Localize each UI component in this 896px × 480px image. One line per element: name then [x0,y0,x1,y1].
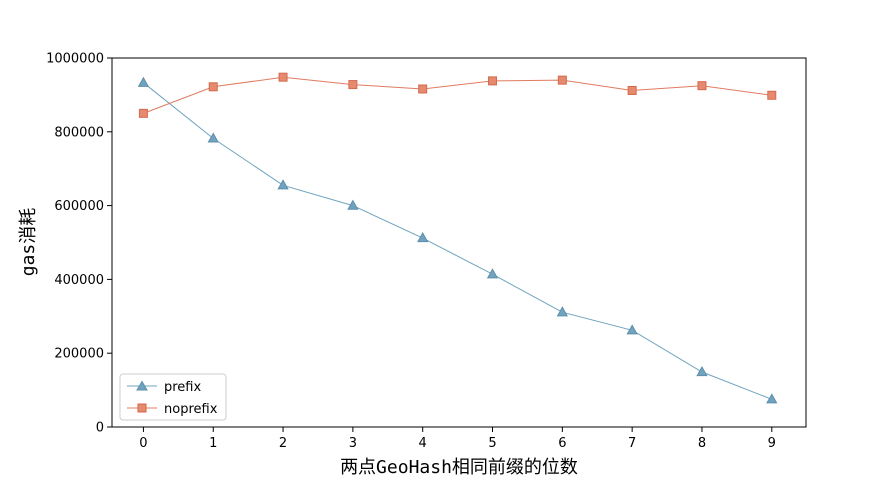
x-tick-label: 4 [419,436,427,451]
y-tick-label: 800000 [54,125,104,140]
x-tick-label: 8 [698,436,706,451]
x-axis-ticks: 0 1 2 3 4 5 6 7 8 9 [139,427,776,451]
y-axis-ticks: 0 200000 400000 600000 800000 1000000 [46,52,112,436]
data-point-prefix [486,268,499,279]
series-line-prefix [143,82,772,400]
y-tick-label: 0 [96,421,104,436]
x-tick-label: 0 [139,436,147,451]
data-point-noprefix [557,75,567,85]
data-point-noprefix [418,84,428,94]
data-point-prefix [626,324,638,335]
data-point-prefix [766,393,778,404]
data-point-prefix [277,179,289,190]
data-point-noprefix [697,81,707,91]
y-axis-title: gas消耗 [18,208,39,277]
plot-frame [111,57,807,428]
x-tick-label: 2 [279,436,287,451]
x-axis-title: 两点GeoHash相同前缀的位数 [340,457,578,478]
data-point-prefix [417,232,429,243]
y-tick-label: 600000 [54,199,104,214]
x-tick-label: 5 [488,436,496,451]
data-point-prefix [207,132,219,143]
data-point-noprefix [208,82,218,92]
y-tick-label: 200000 [54,347,104,362]
x-tick-label: 7 [628,436,636,451]
x-tick-label: 3 [349,436,357,451]
data-point-noprefix [348,80,358,90]
legend-label-noprefix: noprefix [164,402,218,417]
data-point-prefix [556,306,568,317]
series-line-noprefix [143,76,772,114]
data-point-noprefix [278,72,288,82]
y-tick-label: 400000 [54,273,104,288]
legend: prefix noprefix [119,373,227,421]
x-tick-label: 9 [768,436,776,451]
series-layer [137,72,778,404]
data-point-noprefix [138,108,148,118]
data-point-noprefix [488,76,498,86]
data-point-noprefix [767,90,777,100]
data-point-prefix [696,365,708,377]
legend-marker-prefix [136,380,148,391]
data-point-prefix [137,76,150,87]
legend-label-prefix: prefix [164,380,201,395]
x-tick-label: 1 [209,436,217,451]
data-point-prefix [347,199,359,210]
x-tick-label: 6 [558,436,566,451]
data-point-noprefix [627,85,637,95]
legend-marker-noprefix [137,403,147,413]
y-tick-label: 1000000 [46,52,104,67]
